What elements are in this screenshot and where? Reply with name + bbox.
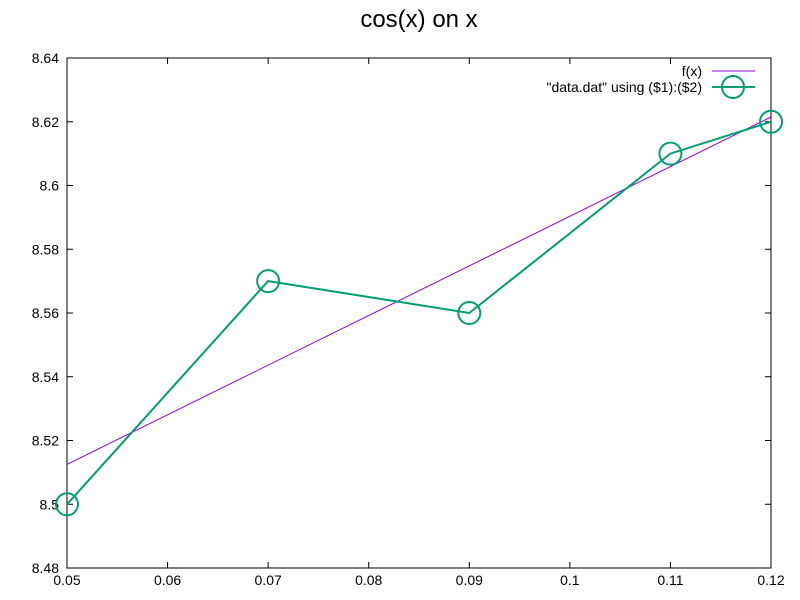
- series-1-point: [658, 141, 683, 166]
- legend-marker-1: [721, 75, 745, 99]
- y-tick-label: 8.54: [32, 369, 59, 385]
- y-tick-label: 8.64: [32, 50, 59, 66]
- plot-border: [66, 57, 772, 569]
- series-layer: [55, 109, 783, 517]
- x-tick-label: 0.09: [456, 572, 483, 588]
- series-1-line: [66, 120, 772, 505]
- y-tick-label: 8.48: [32, 560, 59, 576]
- x-tick-label: 0.07: [255, 572, 282, 588]
- chart-title: cos(x) on x: [360, 6, 477, 33]
- x-tick-label: 0.08: [355, 572, 382, 588]
- series-1-point: [759, 109, 783, 134]
- series-1-point: [55, 492, 79, 517]
- x-tick-label: 0.12: [757, 572, 784, 588]
- series-0-line: [66, 116, 772, 465]
- series-1-point: [457, 301, 482, 325]
- legend-label-0: f(x): [682, 63, 702, 79]
- x-tick-label: 0.05: [53, 572, 80, 588]
- legend-label-1: "data.dat" using ($1):($2): [547, 79, 702, 95]
- series-1-point: [256, 269, 281, 294]
- legend: f(x)"data.dat" using ($1):($2): [547, 63, 755, 99]
- y-tick-label: 8.56: [32, 305, 59, 321]
- y-tick-label: 8.52: [32, 433, 59, 449]
- y-tick-label: 8.6: [40, 178, 60, 194]
- x-tick-label: 0.1: [560, 572, 580, 588]
- y-tick-label: 8.58: [32, 241, 59, 257]
- x-tick-label: 0.06: [154, 572, 181, 588]
- axes: 0.05 0.06 0.07 0.08 0.09 0.1 0.11 0.12 8.48 8.5 8.…: [32, 50, 785, 588]
- y-tick-label: 8.5: [40, 496, 60, 512]
- x-tick-label: 0.11: [657, 572, 683, 588]
- y-tick-label: 8.62: [32, 114, 59, 130]
